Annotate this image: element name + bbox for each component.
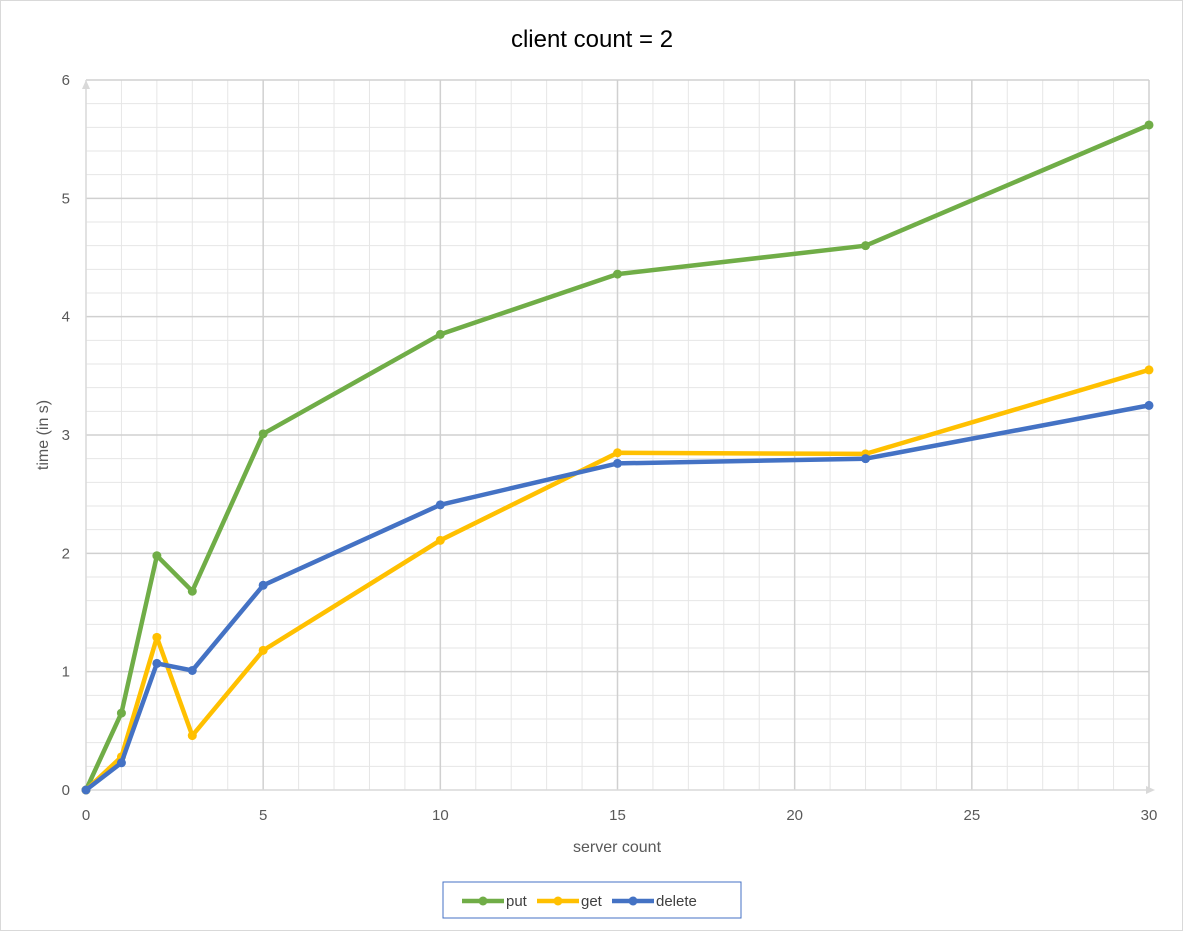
data-point-get bbox=[435, 535, 445, 545]
data-point-put bbox=[435, 329, 445, 339]
chart-title: client count = 2 bbox=[511, 26, 673, 53]
x-tick-label: 10 bbox=[432, 807, 449, 824]
data-point-delete bbox=[613, 458, 622, 468]
y-tick-label: 5 bbox=[62, 190, 70, 207]
legend-marker-put bbox=[478, 896, 488, 906]
x-tick-label: 30 bbox=[1141, 807, 1158, 824]
data-point-delete bbox=[861, 454, 871, 464]
data-point-delete bbox=[81, 785, 91, 795]
legend-items: put get delete bbox=[462, 893, 697, 910]
y-axis-tick-labels: 0 1 2 3 4 5 6 bbox=[62, 72, 70, 799]
data-point-delete bbox=[435, 500, 445, 510]
legend-label-delete: delete bbox=[656, 893, 697, 910]
y-tick-label: 2 bbox=[62, 545, 70, 562]
data-point-delete bbox=[116, 758, 126, 768]
data-point-get bbox=[152, 632, 162, 642]
data-point-put bbox=[152, 551, 162, 561]
data-point-put bbox=[116, 708, 126, 718]
legend-item-get: get bbox=[537, 893, 603, 910]
data-point-put bbox=[861, 241, 871, 251]
legend-item-delete: delete bbox=[612, 893, 697, 910]
data-point-put bbox=[258, 429, 268, 439]
data-point-put bbox=[1144, 120, 1154, 130]
data-point-delete bbox=[1144, 400, 1154, 410]
y-tick-label: 6 bbox=[62, 72, 70, 89]
data-point-delete bbox=[258, 580, 268, 590]
legend-marker-get bbox=[553, 896, 563, 906]
legend-marker-delete bbox=[628, 896, 638, 906]
data-point-get bbox=[187, 731, 197, 741]
y-tick-label: 1 bbox=[62, 664, 70, 681]
x-axis-tick-labels: 0 5 10 15 20 25 30 bbox=[82, 807, 1158, 824]
y-tick-label: 4 bbox=[62, 309, 70, 326]
legend-item-put: put bbox=[462, 893, 528, 910]
series-delete bbox=[81, 400, 1154, 795]
y-axis-arrow bbox=[82, 80, 90, 89]
y-axis-title: time (in s) bbox=[35, 400, 52, 470]
data-point-get bbox=[258, 645, 268, 655]
x-axis-arrow bbox=[1146, 786, 1155, 794]
data-point-get bbox=[613, 448, 622, 458]
series-layer bbox=[81, 120, 1154, 795]
data-point-get bbox=[1144, 365, 1154, 375]
y-tick-label: 0 bbox=[62, 782, 70, 799]
x-tick-label: 5 bbox=[259, 807, 267, 824]
x-tick-label: 20 bbox=[786, 807, 803, 824]
data-point-delete bbox=[152, 658, 162, 668]
x-tick-label: 0 bbox=[82, 807, 90, 824]
x-tick-label: 25 bbox=[963, 807, 980, 824]
x-axis-title: server count bbox=[573, 839, 662, 856]
axes bbox=[82, 80, 1155, 794]
data-point-delete bbox=[187, 665, 197, 675]
legend: put get delete bbox=[442, 881, 742, 919]
x-tick-label: 15 bbox=[609, 807, 626, 824]
data-point-put bbox=[613, 269, 622, 279]
data-point-put bbox=[187, 586, 197, 596]
legend-label-put: put bbox=[506, 893, 528, 910]
y-tick-label: 3 bbox=[62, 427, 70, 444]
legend-label-get: get bbox=[581, 893, 603, 910]
